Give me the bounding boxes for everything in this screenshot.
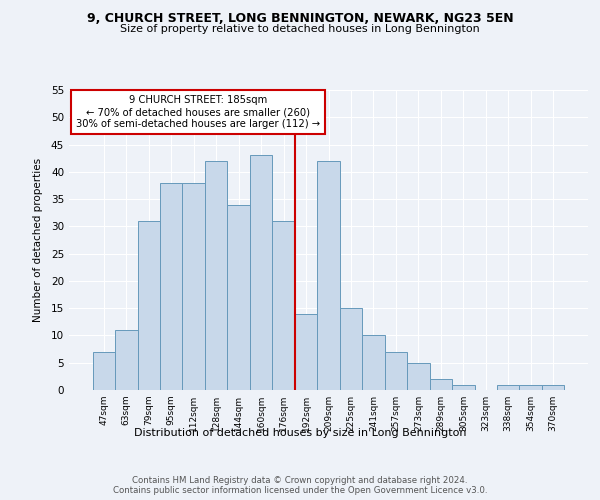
Text: 9 CHURCH STREET: 185sqm
← 70% of detached houses are smaller (260)
30% of semi-d: 9 CHURCH STREET: 185sqm ← 70% of detache… (76, 96, 320, 128)
Bar (497, 384, 520, 390)
Bar (340, 308, 362, 390)
Text: Contains HM Land Registry data © Crown copyright and database right 2024.: Contains HM Land Registry data © Crown c… (132, 476, 468, 485)
Bar (272, 221, 295, 390)
Bar (115, 330, 137, 390)
Text: Size of property relative to detached houses in Long Bennington: Size of property relative to detached ho… (120, 24, 480, 34)
Bar (92, 352, 115, 390)
Bar (452, 384, 475, 390)
Text: Contains public sector information licensed under the Open Government Licence v3: Contains public sector information licen… (113, 486, 487, 495)
Bar (227, 204, 250, 390)
Y-axis label: Number of detached properties: Number of detached properties (32, 158, 43, 322)
Bar (407, 362, 430, 390)
Bar (542, 384, 565, 390)
Bar (295, 314, 317, 390)
Bar (385, 352, 407, 390)
Bar (362, 336, 385, 390)
Bar (160, 182, 182, 390)
Bar (137, 221, 160, 390)
Bar (250, 156, 272, 390)
Text: Distribution of detached houses by size in Long Bennington: Distribution of detached houses by size … (134, 428, 466, 438)
Bar (205, 161, 227, 390)
Bar (520, 384, 542, 390)
Bar (317, 161, 340, 390)
Bar (182, 182, 205, 390)
Bar (430, 379, 452, 390)
Text: 9, CHURCH STREET, LONG BENNINGTON, NEWARK, NG23 5EN: 9, CHURCH STREET, LONG BENNINGTON, NEWAR… (86, 12, 514, 26)
